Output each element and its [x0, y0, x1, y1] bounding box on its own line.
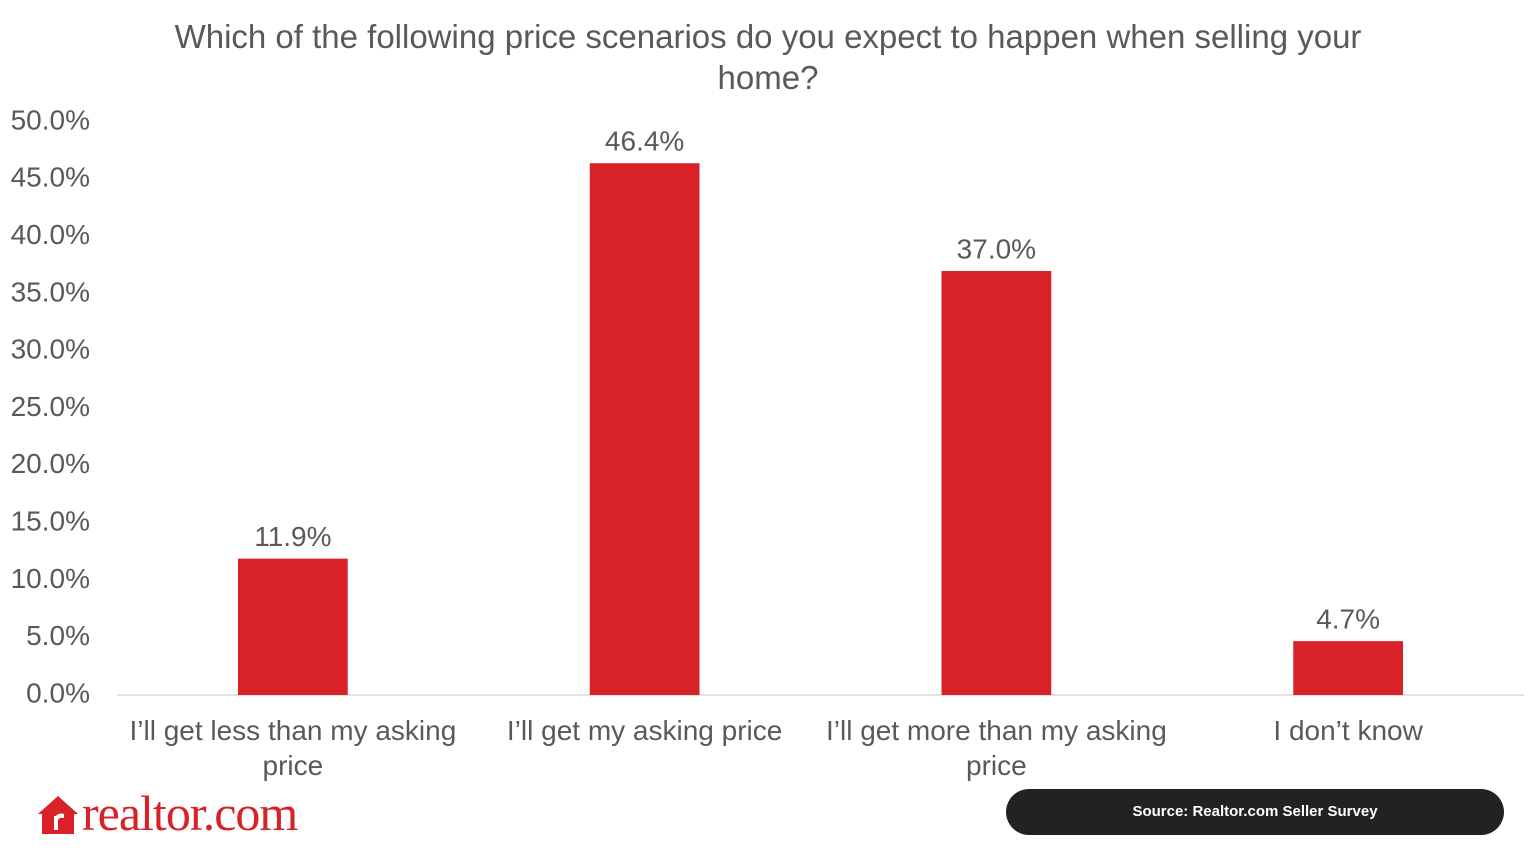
- source-note: Source: Realtor.com Seller Survey: [1006, 789, 1504, 835]
- y-tick-label: 15.0%: [11, 505, 90, 536]
- y-tick-label: 30.0%: [11, 334, 90, 365]
- x-tick-label: I’ll get less than my asking price: [129, 715, 457, 781]
- y-tick-label: 5.0%: [26, 620, 90, 651]
- bar: [589, 163, 700, 696]
- y-tick-label: 25.0%: [11, 391, 90, 422]
- x-tick-label: I’ll get more than my asking price: [825, 715, 1167, 781]
- value-label: 37.0%: [957, 233, 1036, 264]
- y-tick-label: 40.0%: [11, 219, 90, 250]
- y-tick-label: 20.0%: [11, 448, 90, 479]
- value-label: 4.7%: [1316, 604, 1380, 635]
- bar: [1293, 641, 1403, 695]
- value-label: 11.9%: [254, 521, 331, 552]
- logo: realtor.com: [82, 785, 298, 841]
- y-tick-label: 45.0%: [11, 162, 90, 193]
- y-tick-label: 35.0%: [11, 276, 90, 307]
- x-tick-label: I’ll get my asking price: [506, 715, 783, 746]
- bar: [238, 558, 348, 695]
- chart-title: Which of the following price scenarios d…: [174, 18, 1362, 96]
- bar: [941, 270, 1052, 695]
- logo-icon: [38, 796, 78, 834]
- y-tick-label: 50.0%: [11, 104, 90, 135]
- y-tick-label: 0.0%: [26, 677, 90, 708]
- x-tick-label: I don’t know: [1273, 715, 1423, 746]
- value-label: 46.4%: [605, 126, 684, 157]
- y-tick-label: 10.0%: [11, 563, 90, 594]
